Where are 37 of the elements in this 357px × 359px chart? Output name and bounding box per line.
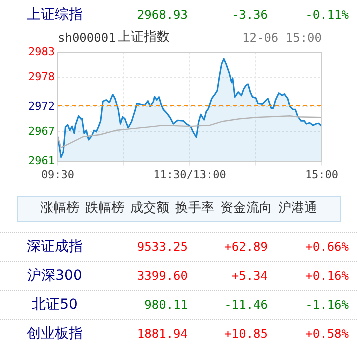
text: 12-06 15:00 — [242, 30, 322, 46]
x-tick-label: 11:30/13:00 — [154, 168, 226, 182]
category-label: 上证综指 — [26, 6, 84, 25]
data-label: 1881.94 — [137, 326, 188, 343]
text: 资金流向 — [220, 201, 272, 216]
data-label: -1.16% — [306, 297, 349, 314]
x-tick-label: 09:30 — [41, 168, 75, 182]
data-label: +10.85 — [224, 326, 268, 343]
data-label: +0.58% — [306, 326, 349, 343]
data-label: -11.46 — [224, 297, 268, 314]
y-tick-label: 2983 — [28, 45, 55, 58]
data-label: +0.16% — [306, 268, 349, 285]
category-label: 北证50 — [31, 296, 79, 315]
data-label: 980.11 — [144, 297, 188, 314]
chart-title: 上证指数 — [118, 30, 170, 46]
category-label: 创业板指 — [26, 325, 84, 344]
y-tick-label: 2972 — [28, 100, 55, 114]
text: 涨幅榜 — [40, 201, 80, 216]
data-label: 2968.93 — [137, 7, 188, 24]
text: 成交额 — [130, 201, 170, 216]
data-label: -3.36 — [232, 7, 268, 24]
chart-subtitle: sh000001 — [58, 30, 116, 46]
category-label: 深证成指 — [26, 238, 84, 257]
data-label: 3399.60 — [137, 268, 188, 285]
y-tick-label: 2961 — [28, 154, 55, 168]
y-tick-label: 2978 — [28, 70, 55, 84]
y-tick-label: 2967 — [28, 124, 55, 138]
data-label: 9533.25 — [137, 239, 188, 256]
text: 沪港通 — [278, 201, 318, 216]
category-label: 沪深300 — [26, 267, 84, 286]
text: 跌幅榜 — [86, 201, 124, 216]
data-label: -0.11% — [306, 7, 349, 24]
data-label: +5.34 — [232, 268, 268, 285]
data-label: +62.89 — [224, 239, 268, 256]
x-tick-label: 15:00 — [305, 168, 339, 182]
text: 换手率 — [176, 201, 214, 216]
data-label: +0.66% — [306, 239, 349, 256]
